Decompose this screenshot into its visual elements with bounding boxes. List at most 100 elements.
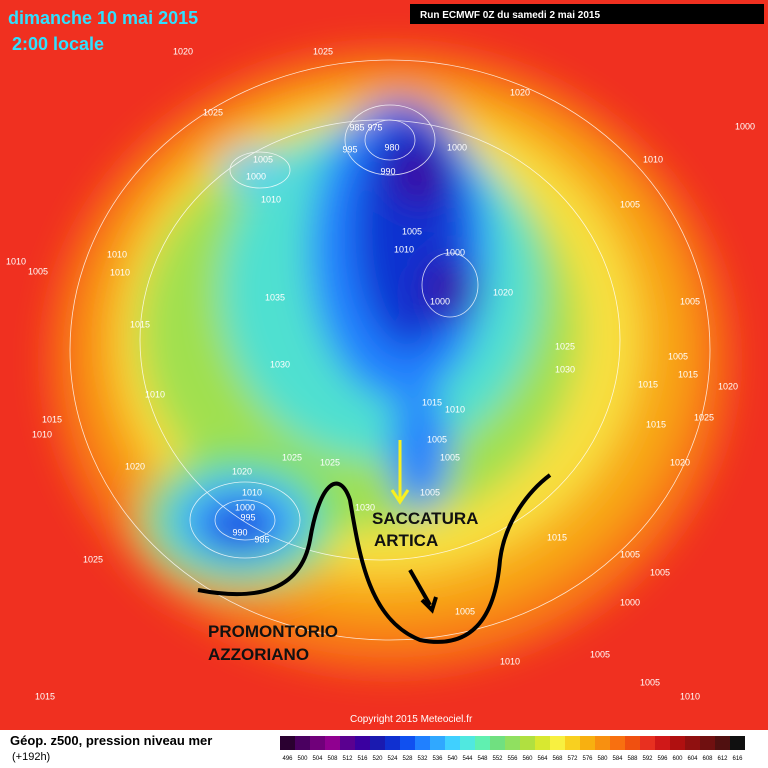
time: 2:00 locale bbox=[12, 34, 104, 54]
run-box bbox=[410, 4, 764, 24]
isobar-label: 1025 bbox=[694, 412, 714, 422]
colorbar-swatch bbox=[580, 736, 595, 750]
isobar-label: 1005 bbox=[402, 226, 422, 236]
colorbar-swatch bbox=[715, 736, 730, 750]
isobar-label: 1010 bbox=[107, 249, 127, 259]
isobar-label: 985 bbox=[254, 534, 269, 544]
colorbar-swatch bbox=[520, 736, 535, 750]
colorbar-swatch bbox=[565, 736, 580, 750]
isobar-label: 1005 bbox=[420, 487, 440, 497]
isobar-label: 1020 bbox=[718, 381, 738, 391]
isobar-label: 1005 bbox=[590, 649, 610, 659]
colorbar-swatch bbox=[370, 736, 385, 750]
isobar-label: 990 bbox=[380, 166, 395, 176]
isobar-label: 1010 bbox=[6, 256, 26, 266]
colorbar-swatch bbox=[310, 736, 325, 750]
colorbar-swatch bbox=[595, 736, 610, 750]
colorbar-swatch bbox=[445, 736, 460, 750]
colorbar-swatch bbox=[670, 736, 685, 750]
colorbar-label: 504 bbox=[312, 756, 323, 762]
isobar-label: 1035 bbox=[265, 292, 285, 302]
colorbar-swatch bbox=[685, 736, 700, 750]
isobar-label: 1030 bbox=[270, 359, 290, 369]
colorbar-swatch bbox=[385, 736, 400, 750]
isobar-label: 1020 bbox=[125, 461, 145, 471]
colorbar-label: 592 bbox=[642, 756, 653, 762]
colorbar-swatch bbox=[610, 736, 625, 750]
isobar-label: 1005 bbox=[253, 154, 273, 164]
colorbar-label: 552 bbox=[492, 756, 503, 762]
isobar-label: 1025 bbox=[313, 46, 333, 56]
colorbar-label: 536 bbox=[432, 756, 443, 762]
colorbar-label: 508 bbox=[327, 756, 338, 762]
colorbar-swatch bbox=[640, 736, 655, 750]
colorbar-label: 576 bbox=[582, 756, 593, 762]
isobar-label: 1010 bbox=[680, 691, 700, 701]
colorbar-swatch bbox=[415, 736, 430, 750]
isobar-label: 1020 bbox=[670, 457, 690, 467]
isobar-label: 1015 bbox=[638, 379, 658, 389]
isobar-label: 1020 bbox=[173, 46, 193, 56]
isobar-label: 1000 bbox=[235, 502, 255, 512]
isobar-label: 1015 bbox=[547, 532, 567, 542]
isobar-label: 1000 bbox=[430, 296, 450, 306]
isobar-label: 1000 bbox=[246, 171, 266, 181]
isobar-label: 1020 bbox=[510, 87, 530, 97]
colorbar-label: 612 bbox=[717, 756, 728, 762]
colorbar-swatch bbox=[340, 736, 355, 750]
isobar-label: 1020 bbox=[232, 466, 252, 476]
lead-time: (+192h) bbox=[12, 751, 50, 763]
colorbar-label: 604 bbox=[687, 756, 698, 762]
colorbar-label: 608 bbox=[702, 756, 713, 762]
colorbar-label: 540 bbox=[447, 756, 458, 762]
annotation: SACCATURA bbox=[372, 509, 478, 528]
colorbar-label: 560 bbox=[522, 756, 533, 762]
isobar-label: 1010 bbox=[261, 194, 281, 204]
yellow-arrow bbox=[390, 440, 410, 505]
colorbar-swatch bbox=[655, 736, 670, 750]
isobar-label: 1010 bbox=[242, 487, 262, 497]
colorbar-swatch bbox=[550, 736, 565, 750]
colorbar-label: 520 bbox=[372, 756, 383, 762]
colorbar-label: 500 bbox=[297, 756, 308, 762]
isobar-label: 1015 bbox=[35, 691, 55, 701]
colorbar-label: 544 bbox=[462, 756, 473, 762]
isobar-label: 1010 bbox=[110, 267, 130, 277]
isobar-label: 1000 bbox=[735, 121, 755, 131]
isobar-label: 1015 bbox=[422, 397, 442, 407]
isobar-label: 1025 bbox=[555, 341, 575, 351]
colorbar-label: 496 bbox=[282, 756, 293, 762]
isobar-label: 1000 bbox=[447, 142, 467, 152]
isobar-label: 1005 bbox=[427, 434, 447, 444]
isobar-label: 1015 bbox=[678, 369, 698, 379]
isobar-label: 1015 bbox=[130, 319, 150, 329]
colorbar-swatch bbox=[475, 736, 490, 750]
isobar-label: 1005 bbox=[455, 606, 475, 616]
isobar-label: 1010 bbox=[394, 244, 414, 254]
colorbar-label: 572 bbox=[567, 756, 578, 762]
colorbar-label: 512 bbox=[342, 756, 353, 762]
colorbar-label: 556 bbox=[507, 756, 518, 762]
colorbar-swatch bbox=[400, 736, 415, 750]
colorbar-swatch bbox=[460, 736, 475, 750]
isobar-label: 1010 bbox=[32, 429, 52, 439]
colorbar-swatch bbox=[535, 736, 550, 750]
colorbar-swatch bbox=[505, 736, 520, 750]
colorbar-label: 548 bbox=[477, 756, 488, 762]
colorbar-label: 596 bbox=[657, 756, 668, 762]
colorbar-swatch bbox=[730, 736, 745, 750]
colorbar-swatch bbox=[355, 736, 370, 750]
isobar-label: 1005 bbox=[620, 549, 640, 559]
isobar-label: 1010 bbox=[500, 656, 520, 666]
isobars bbox=[69, 59, 711, 641]
colorbar-swatch bbox=[430, 736, 445, 750]
isobar-label: 990 bbox=[232, 527, 247, 537]
annotation: ARTICA bbox=[374, 531, 438, 550]
isobar-label: 1005 bbox=[668, 351, 688, 361]
colorbar-label: 588 bbox=[627, 756, 638, 762]
legend-title: Géop. z500, pression niveau mer bbox=[10, 733, 212, 748]
colorbar-label: 524 bbox=[387, 756, 398, 762]
isobar-label: 1000 bbox=[445, 247, 465, 257]
